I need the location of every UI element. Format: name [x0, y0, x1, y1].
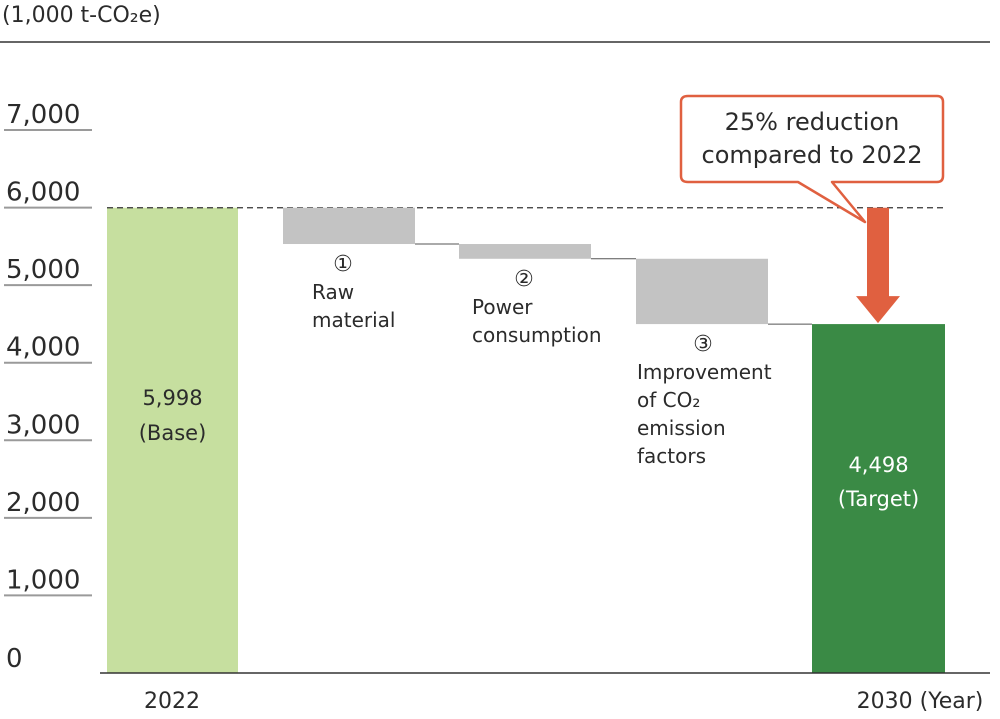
labels-layer: 5,998 (Base) ① Raw material ② Power consumption…: [139, 94, 945, 511]
bar-target: [812, 324, 945, 673]
y-tick-label: 0: [6, 644, 23, 674]
step-3-label-line: factors: [637, 444, 706, 468]
bar-step-3: [636, 258, 768, 325]
y-tick-label: 1,000: [6, 565, 80, 595]
callout-text-line: compared to 2022: [702, 141, 923, 169]
base-value-label: 5,998: [142, 386, 202, 410]
bar-step-1: [283, 207, 415, 245]
y-tick-label: 5,000: [6, 255, 80, 285]
x-label-end: 2030 (Year): [857, 689, 984, 714]
step-3-label-line: emission: [637, 416, 726, 440]
step-3-label-line: of CO₂: [637, 388, 700, 412]
step-3-marker: ③: [693, 332, 713, 357]
bar-base: [107, 207, 238, 674]
base-sublabel: (Base): [139, 421, 207, 445]
y-tick-label: 7,000: [6, 100, 80, 130]
y-tick-label: 6,000: [6, 178, 80, 208]
target-value-label: 4,498: [848, 453, 908, 477]
step-3-label-line: Improvement: [637, 360, 772, 384]
step-1-label-line: material: [312, 308, 395, 332]
bars-layer: [107, 207, 945, 674]
step-2-label-line: Power: [472, 295, 533, 319]
y-axis: 0 1,000 2,000 3,000 4,000 5,000 6,000 7,000: [4, 100, 92, 674]
callout-text-line: 25% reduction: [725, 108, 900, 136]
y-tick-label: 3,000: [6, 410, 80, 440]
y-tick-label: 4,000: [6, 333, 80, 363]
bar-step-2: [459, 244, 591, 259]
step-2-label-line: consumption: [472, 323, 602, 347]
callout-box: [679, 94, 945, 224]
step-2-marker: ②: [514, 267, 534, 292]
reduction-arrowhead: [856, 296, 900, 324]
reduction-arrow-shaft: [867, 207, 889, 299]
target-sublabel: (Target): [838, 487, 919, 511]
x-label-start: 2022: [144, 689, 200, 714]
step-1-marker: ①: [333, 252, 353, 277]
y-tick-label: 2,000: [6, 488, 80, 518]
step-1-label-line: Raw: [312, 280, 354, 304]
unit-label: (1,000 t-CO₂e): [2, 3, 161, 28]
